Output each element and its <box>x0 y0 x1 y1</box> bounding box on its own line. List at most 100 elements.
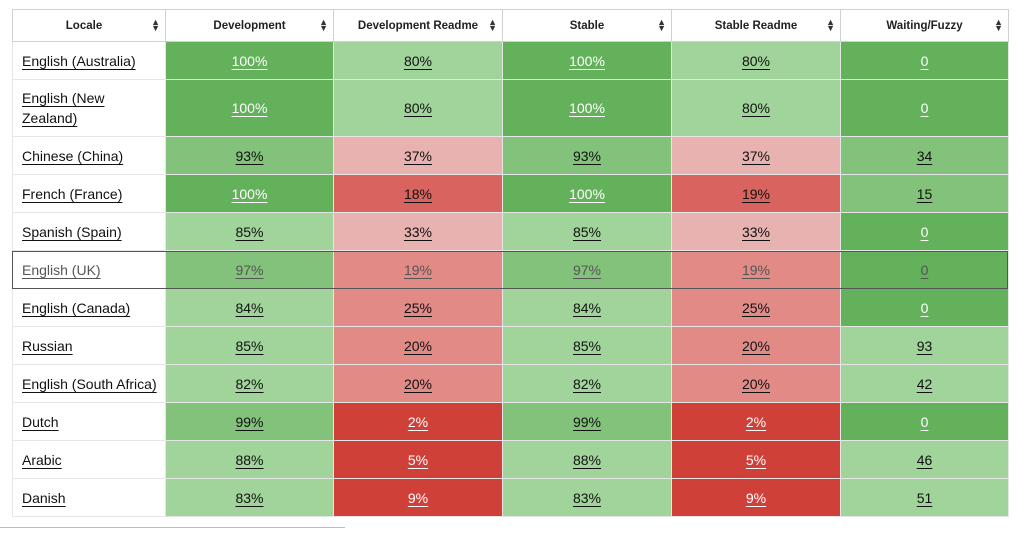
stable-cell: 83% <box>502 478 672 517</box>
locale-link[interactable]: Danish <box>22 489 66 506</box>
column-header-development-readme[interactable]: Development Readme ▲ ▼ <box>333 9 503 42</box>
locale-link[interactable]: English (New Zealand) <box>22 90 105 126</box>
development-link[interactable]: 100% <box>231 52 268 69</box>
stable-link[interactable]: 83% <box>572 489 602 506</box>
development-readme-link[interactable]: 20% <box>403 337 433 354</box>
table-row: Arabic 88% 5% 88% 5% 46 <box>12 440 1009 479</box>
stable-link[interactable]: 100% <box>569 52 605 69</box>
stable-readme-cell: 5% <box>671 440 841 479</box>
table-row: English (New Zealand) 100% 80% 100% 80% 0 <box>12 79 1009 137</box>
locale-link[interactable]: Dutch <box>22 413 59 430</box>
locale-cell: Danish <box>12 478 166 517</box>
development-readme-link[interactable]: 5% <box>407 451 429 468</box>
column-header-locale[interactable]: Locale ▲ ▼ <box>12 9 166 42</box>
waiting-fuzzy-link[interactable]: 0 <box>920 299 929 316</box>
stable-link[interactable]: 100% <box>569 100 605 116</box>
stable-readme-link[interactable]: 80% <box>741 52 771 69</box>
development-readme-link[interactable]: 80% <box>403 100 433 116</box>
stable-link[interactable]: 85% <box>572 223 602 240</box>
locale-link[interactable]: Spanish (Spain) <box>22 223 122 240</box>
stable-readme-link[interactable]: 19% <box>741 185 771 202</box>
stable-link[interactable]: 99% <box>572 413 602 430</box>
stable-link[interactable]: 97% <box>572 261 602 278</box>
development-link[interactable]: 82% <box>235 375 264 392</box>
locale-link[interactable]: French (France) <box>22 185 123 202</box>
development-link[interactable]: 88% <box>235 451 264 468</box>
stable-link[interactable]: 100% <box>569 185 605 202</box>
locale-link[interactable]: Arabic <box>22 451 62 468</box>
waiting-fuzzy-link[interactable]: 46 <box>916 451 933 468</box>
stable-readme-cell: 25% <box>671 288 841 327</box>
stable-readme-link[interactable]: 2% <box>745 413 767 430</box>
locale-link[interactable]: English (Canada) <box>22 299 131 316</box>
development-readme-cell: 80% <box>333 41 503 80</box>
development-link[interactable]: 84% <box>235 299 264 316</box>
stable-cell: 88% <box>502 440 672 479</box>
development-readme-link[interactable]: 9% <box>407 489 429 506</box>
stable-readme-link[interactable]: 33% <box>741 223 771 240</box>
development-readme-link[interactable]: 33% <box>403 223 433 240</box>
column-header-stable-readme[interactable]: Stable Readme ▲ ▼ <box>671 9 841 42</box>
waiting-fuzzy-link[interactable]: 93 <box>916 337 933 354</box>
development-readme-link[interactable]: 2% <box>407 413 429 430</box>
locale-link[interactable]: English (UK) <box>22 261 101 278</box>
stable-readme-link[interactable]: 25% <box>741 299 771 316</box>
stable-readme-cell: 19% <box>671 250 841 289</box>
development-cell: 85% <box>165 326 334 365</box>
development-link[interactable]: 83% <box>235 489 264 506</box>
stable-readme-link[interactable]: 5% <box>745 451 767 468</box>
waiting-fuzzy-cell: 0 <box>840 212 1009 251</box>
development-readme-link[interactable]: 19% <box>403 261 433 278</box>
waiting-fuzzy-cell: 51 <box>840 478 1009 517</box>
development-readme-link[interactable]: 18% <box>403 185 433 202</box>
waiting-fuzzy-link[interactable]: 34 <box>916 147 933 164</box>
waiting-fuzzy-link[interactable]: 0 <box>920 413 929 430</box>
development-cell: 85% <box>165 212 334 251</box>
stable-link[interactable]: 93% <box>572 147 602 164</box>
waiting-fuzzy-link[interactable]: 0 <box>920 223 929 240</box>
bottom-scroll-edge <box>0 527 345 533</box>
waiting-fuzzy-link[interactable]: 15 <box>916 185 933 202</box>
waiting-fuzzy-link[interactable]: 0 <box>920 261 929 278</box>
locale-link[interactable]: English (South Africa) <box>22 375 157 392</box>
stable-readme-link[interactable]: 19% <box>741 261 771 278</box>
locale-cell: English (New Zealand) <box>12 79 166 137</box>
stable-link[interactable]: 85% <box>572 337 602 354</box>
development-link[interactable]: 99% <box>235 413 264 430</box>
development-readme-link[interactable]: 25% <box>403 299 433 316</box>
stable-readme-link[interactable]: 80% <box>741 100 771 116</box>
waiting-fuzzy-link[interactable]: 0 <box>920 100 929 116</box>
column-header-stable[interactable]: Stable ▲ ▼ <box>502 9 672 42</box>
development-link[interactable]: 85% <box>235 337 264 354</box>
stable-link[interactable]: 88% <box>572 451 602 468</box>
development-readme-cell: 9% <box>333 478 503 517</box>
development-readme-cell: 33% <box>333 212 503 251</box>
development-readme-link[interactable]: 20% <box>403 375 433 392</box>
locale-link[interactable]: English (Australia) <box>22 52 136 69</box>
waiting-fuzzy-link[interactable]: 42 <box>916 375 933 392</box>
locale-link[interactable]: Chinese (China) <box>22 147 124 164</box>
development-readme-link[interactable]: 80% <box>403 52 433 69</box>
waiting-fuzzy-cell: 0 <box>840 79 1009 137</box>
stable-readme-link[interactable]: 9% <box>745 489 767 506</box>
development-link[interactable]: 93% <box>235 147 264 164</box>
stable-readme-link[interactable]: 37% <box>741 147 771 164</box>
development-cell: 84% <box>165 288 334 327</box>
waiting-fuzzy-cell: 42 <box>840 364 1009 403</box>
waiting-fuzzy-link[interactable]: 51 <box>916 489 933 506</box>
stable-readme-link[interactable]: 20% <box>741 375 771 392</box>
development-link[interactable]: 100% <box>231 185 268 202</box>
table-row: Spanish (Spain) 85% 33% 85% 33% 0 <box>12 212 1009 251</box>
stable-readme-link[interactable]: 20% <box>741 337 771 354</box>
development-link[interactable]: 85% <box>235 223 264 240</box>
stable-link[interactable]: 82% <box>572 375 602 392</box>
development-readme-link[interactable]: 37% <box>403 147 433 164</box>
development-link[interactable]: 97% <box>235 261 264 278</box>
stable-readme-cell: 9% <box>671 478 841 517</box>
waiting-fuzzy-link[interactable]: 0 <box>920 52 929 69</box>
column-header-development[interactable]: Development ▲ ▼ <box>165 9 334 42</box>
stable-link[interactable]: 84% <box>572 299 602 316</box>
development-link[interactable]: 100% <box>231 100 268 116</box>
locale-link[interactable]: Russian <box>22 337 73 354</box>
column-header-waiting-fuzzy[interactable]: Waiting/Fuzzy ▲ ▼ <box>840 9 1009 42</box>
